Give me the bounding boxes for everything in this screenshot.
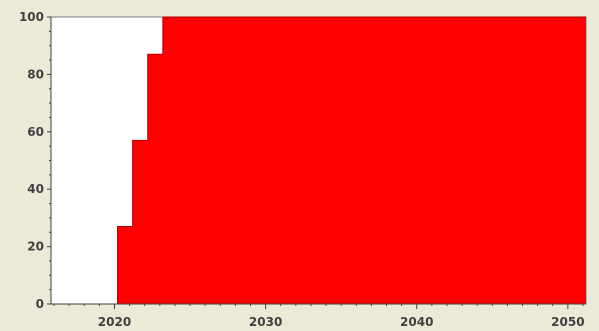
area-layer	[51, 16, 586, 305]
x-tick-label-2040: 2040	[400, 315, 433, 329]
y-tick-label-60: 60	[27, 125, 44, 139]
y-tick-label-40: 40	[27, 182, 44, 196]
y-tick-label-100: 100	[19, 10, 44, 24]
x-tick-label-2030: 2030	[249, 315, 282, 329]
y-tick-label-20: 20	[27, 240, 44, 254]
x-tick-label-2050: 2050	[551, 315, 584, 329]
area-series-0	[51, 17, 586, 304]
y-tick-label-80: 80	[27, 67, 44, 81]
x-tick-label-2020: 2020	[98, 315, 131, 329]
area-series-outline-0	[51, 16, 586, 305]
y-tick-label-0: 0	[36, 297, 44, 311]
